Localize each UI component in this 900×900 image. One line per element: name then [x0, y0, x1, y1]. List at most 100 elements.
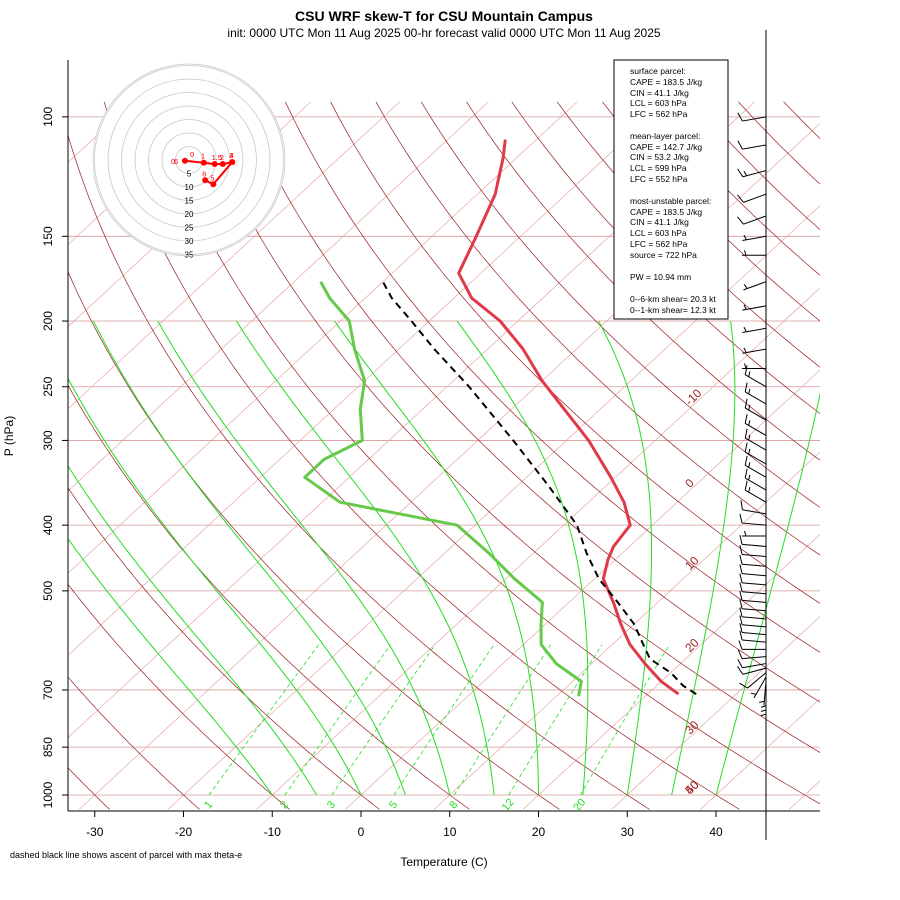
pressure-tick-label: 850 [41, 737, 55, 757]
wind-barb [744, 365, 767, 388]
shear-0-6km: 0--6-km shear= 20.3 kt [630, 294, 716, 304]
wind-barb [744, 382, 767, 405]
moist-adiabat-line [68, 377, 362, 796]
hodograph-point-label: 3 [229, 151, 233, 160]
hodograph-ring-label: 20 [185, 210, 194, 219]
dry-adiabat-line [284, 101, 820, 653]
hodograph-ring-label: 30 [185, 237, 194, 246]
mixing-ratio-label: 8 [447, 799, 460, 811]
wind-barb [744, 398, 767, 421]
pressure-tick-label: 400 [41, 515, 55, 535]
mixing-ratio-label: 5 [387, 799, 400, 811]
mixing-ratio-line [331, 644, 436, 796]
ml-header: mean-layer parcel: [630, 131, 700, 141]
moist-adiabat-line [68, 537, 273, 796]
wind-barb [744, 414, 767, 436]
wind-barb [739, 554, 767, 567]
wind-barb [742, 234, 767, 241]
dry-adiabat-line [68, 134, 650, 810]
pressure-tick-label: 150 [41, 226, 55, 246]
hodograph-point-label: 5 [210, 173, 214, 182]
mu-cape: CAPE = 183.5 J/kg [630, 207, 702, 217]
dry-adiabat-line [194, 101, 820, 753]
pressure-tick-label: 1000 [41, 781, 55, 808]
wind-barb [750, 676, 767, 699]
hodograph-point-label: 2 [220, 153, 224, 162]
temperature-tick-label: 30 [621, 825, 635, 839]
hodograph-point-label: 0 [190, 150, 194, 159]
wind-barb [739, 599, 767, 612]
x-axis-label: Temperature (C) [400, 855, 487, 869]
temperature-tick-label: -10 [264, 825, 282, 839]
dry-adiabat-line [420, 101, 820, 508]
hodograph-point [210, 181, 217, 188]
isotherm-line [68, 101, 667, 656]
pressure-tick-label: 200 [41, 311, 55, 331]
dry-adiabat-line [829, 102, 900, 810]
hodograph-point [202, 177, 209, 184]
pressure-tick-label: 100 [41, 107, 55, 127]
hodograph-point-label: 6 [202, 169, 206, 178]
mixing-ratio-line [208, 644, 320, 796]
wind-barb [742, 304, 767, 311]
ml-cape: CAPE = 142.7 J/kg [630, 142, 702, 152]
hodograph-point [219, 161, 226, 168]
hodograph-ring [175, 146, 203, 174]
ml-lcl: LCL = 599 hPa [630, 163, 687, 173]
isotherm-line [256, 287, 820, 810]
isotherm-line [68, 101, 400, 410]
footnote: dashed black line shows ascent of parcel… [10, 850, 242, 860]
chart-subtitle: init: 0000 UTC Mon 11 Aug 2025 00-hr for… [227, 26, 660, 40]
wind-barb [739, 630, 767, 643]
moist-adiabat-line [456, 320, 589, 796]
pressure-tick-label: 500 [41, 581, 55, 601]
wind-barb [739, 513, 767, 526]
hodograph-point [181, 157, 188, 164]
moist-adiabat-line [235, 320, 495, 796]
dry-adiabat-line [511, 101, 820, 414]
wind-barb [744, 468, 767, 491]
isotherm-label: 0 [682, 476, 697, 491]
moist-adiabat-line [715, 392, 820, 796]
dry-adiabat-line [68, 487, 380, 810]
y-axis-label: P (hPa) [2, 416, 16, 456]
hodograph-ring-label: 5 [187, 170, 192, 179]
mu-lcl: LCL = 603 hPa [630, 228, 687, 238]
hodograph-ring [148, 119, 230, 201]
mixing-ratio-label: 3 [325, 799, 338, 811]
wind-barb [739, 564, 767, 577]
mixing-ratio-label: 1 [202, 799, 215, 811]
wind-barb [737, 666, 767, 675]
mixing-ratio-line [393, 644, 495, 796]
axes [67, 60, 820, 812]
hodograph-ring [134, 105, 244, 215]
wind-barb [739, 615, 767, 628]
dry-adiabat-line [68, 384, 470, 810]
temperature-tick-label: 40 [709, 825, 723, 839]
hodograph-ring-label: 10 [185, 183, 194, 192]
precipitable-water: PW = 10.94 mm [630, 272, 691, 282]
mu-source: source = 722 hPa [630, 250, 697, 260]
wind-barb [739, 535, 767, 547]
hodograph-point [229, 159, 236, 166]
wind-barb [739, 672, 767, 689]
wind-barb [737, 168, 767, 178]
moist-adiabat-line [334, 320, 539, 795]
hodograph-center-label: 6 [174, 157, 178, 166]
wind-barb [744, 480, 767, 503]
mu-cin: CIN = 41.1 J/kg [630, 217, 689, 227]
wind-barb [739, 623, 767, 636]
wind-barb [742, 250, 766, 256]
hodograph-ring [121, 92, 257, 228]
wind-barb [739, 573, 767, 586]
temperature-tick-label: -30 [86, 825, 104, 839]
surface-cin: CIN = 41.1 J/kg [630, 88, 689, 98]
surface-lcl: LCL = 603 hPa [630, 98, 687, 108]
wind-barb [737, 215, 767, 225]
hodograph-point [200, 159, 207, 166]
wind-barb [737, 140, 767, 150]
hodograph-ring-label: 15 [185, 197, 194, 206]
mu-header: most-unstable parcel: [630, 196, 711, 206]
dry-adiabat-line [738, 101, 820, 185]
mu-lfc: LFC = 562 hPa [630, 239, 688, 249]
